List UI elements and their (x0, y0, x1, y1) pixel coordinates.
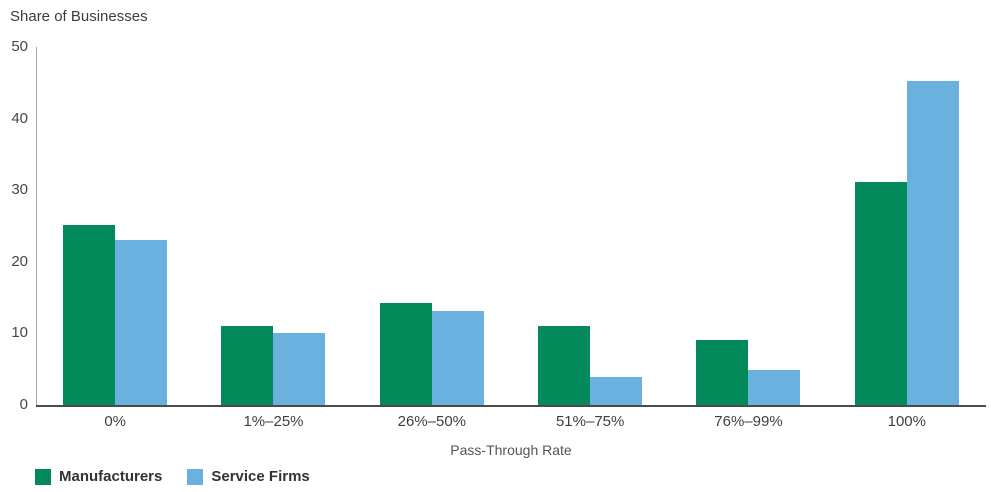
bar-service-firms-0% (115, 239, 168, 405)
x-tick-label: 26%–50% (397, 413, 467, 430)
bar-service-firms-26%–50% (431, 311, 484, 405)
bar-group-0% (36, 47, 194, 405)
x-tick-label: 1%–25% (243, 413, 304, 430)
legend-swatch-icon (35, 468, 51, 485)
y-axis-line (36, 47, 37, 405)
bar-group-100% (828, 47, 986, 405)
legend-label: Manufacturers (59, 468, 163, 485)
x-tick-label: 100% (887, 413, 926, 430)
legend-item-service-firms: Service Firms (187, 468, 310, 485)
x-tick-label: 76%–99% (714, 413, 783, 430)
bar-manufacturers-0% (63, 224, 116, 405)
y-tick-label: 50 (11, 38, 28, 55)
bar-group-26%–50% (353, 47, 511, 405)
bar-manufacturers-26%–50% (379, 303, 432, 405)
y-tick-label: 10 (11, 324, 28, 342)
chart-title: Share of Businesses (10, 8, 148, 25)
bar-service-firms-1%–25% (273, 332, 326, 405)
legend-label: Service Firms (211, 468, 310, 485)
x-axis-title: Pass-Through Rate (450, 442, 572, 458)
bar-manufacturers-51%–75% (538, 325, 591, 405)
y-tick-label: 20 (11, 252, 28, 270)
bar-service-firms-51%–75% (590, 377, 643, 405)
legend-swatch-icon (187, 468, 204, 485)
y-tick-label: 40 (11, 109, 28, 127)
x-axis-line (36, 405, 986, 407)
legend-item-manufacturers: Manufacturers (35, 468, 162, 485)
bar-group-76%–99% (669, 47, 827, 405)
y-tick-label: 0 (19, 396, 28, 413)
bar-group-51%–75% (511, 47, 669, 405)
bar-manufacturers-100% (854, 181, 907, 405)
bar-service-firms-100% (906, 81, 959, 405)
bar-manufacturers-76%–99% (696, 339, 749, 405)
legend: Manufacturers Service Firms (35, 468, 310, 485)
x-tick-label: 51%–75% (555, 413, 625, 430)
bar-service-firms-76%–99% (748, 369, 801, 405)
bar-manufacturers-1%–25% (221, 325, 274, 405)
y-tick-label: 30 (11, 181, 28, 199)
x-tick-label: 0% (104, 413, 126, 430)
bar-group-1%–25% (194, 47, 352, 405)
